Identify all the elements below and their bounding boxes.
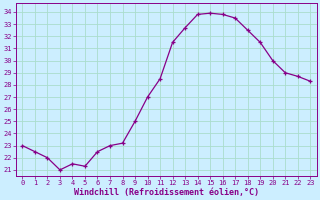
- X-axis label: Windchill (Refroidissement éolien,°C): Windchill (Refroidissement éolien,°C): [74, 188, 259, 197]
